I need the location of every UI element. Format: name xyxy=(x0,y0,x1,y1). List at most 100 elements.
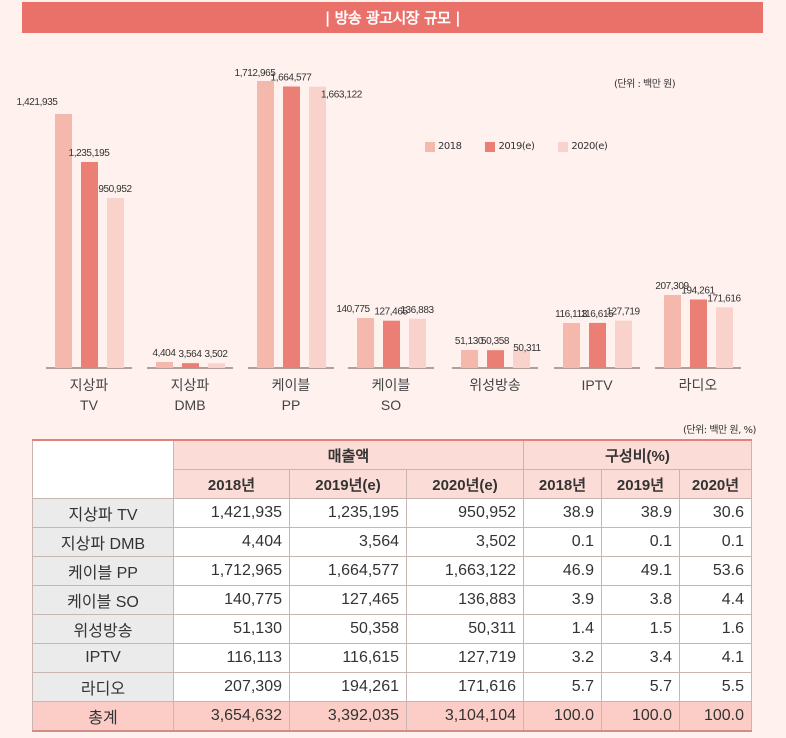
row-label: 라디오 xyxy=(32,672,174,702)
table-total-row: 총계 3,654,632 3,392,035 3,104,104 100.0 100.0 1… xyxy=(32,701,752,732)
data-label: 116,615 xyxy=(581,309,614,320)
data-label: 1,664,577 xyxy=(271,72,313,83)
category-label: DMB xyxy=(174,397,205,413)
table-cell: 1.6 xyxy=(679,614,752,644)
table-cell: 0.1 xyxy=(679,527,752,557)
category-label: SO xyxy=(381,397,401,413)
table-cell: 4.1 xyxy=(679,643,752,673)
bar-2020(e)-6 xyxy=(716,307,733,368)
table-cell: 50,311 xyxy=(406,614,524,644)
table-row: 케이블 PP 1,712,965 1,664,577 1,663,122 46.9 49.… xyxy=(32,556,752,586)
data-label: 50,311 xyxy=(513,343,541,354)
table-row: 라디오 207,309 194,261 171,616 5.7 5.7 5.5 xyxy=(32,672,752,702)
bar-2019(e)-0 xyxy=(81,162,98,368)
bar-2019(e)-6 xyxy=(690,299,707,368)
table-cell: 1,712,965 xyxy=(173,556,290,586)
legend-item-2019: 2019(e) xyxy=(485,141,535,152)
bar-2020(e)-2 xyxy=(309,86,326,368)
table-row: 지상파 TV 1,421,935 1,235,195 950,952 38.9 38.9 3… xyxy=(32,498,752,528)
bar-2018-0 xyxy=(55,114,72,368)
category-label: IPTV xyxy=(581,377,613,393)
table-cell: 3.4 xyxy=(601,643,680,673)
bar-2020(e)-3 xyxy=(409,318,426,368)
bar-2019(e)-1 xyxy=(182,363,199,368)
row-label: 지상파 TV xyxy=(32,498,174,528)
data-table: 매출액 구성비(%) 2018년 2019년(e) 2020년(e) 2018년… xyxy=(32,439,752,732)
table-year-header-row: 2018년 2019년(e) 2020년(e) 2018년 2019년 2020… xyxy=(33,469,752,499)
table-cell: 5.7 xyxy=(523,672,602,702)
data-label: 140,775 xyxy=(336,304,370,315)
col-header: 2018년 xyxy=(523,469,602,499)
row-label: 위성방송 xyxy=(32,614,174,644)
data-label: 3,564 xyxy=(178,349,202,360)
data-label: 116,113 xyxy=(555,309,588,320)
table-cell: 1,421,935 xyxy=(173,498,290,528)
data-label: 1,663,122 xyxy=(321,90,363,101)
table-cell: 100.0 xyxy=(523,701,602,732)
col-header: 2019년(e) xyxy=(289,469,407,499)
data-label: 1,712,965 xyxy=(235,68,277,79)
category-label: 지상파 xyxy=(70,377,109,393)
data-label: 1,235,195 xyxy=(69,148,111,159)
data-label: 194,261 xyxy=(681,286,715,297)
table-cell: 3,654,632 xyxy=(173,701,290,732)
data-label: 3,502 xyxy=(204,349,228,360)
bar-2020(e)-0 xyxy=(107,198,124,368)
data-label: 51,130 xyxy=(455,336,484,347)
table-cell: 1.4 xyxy=(523,614,602,644)
page-title: | 방송 광고시장 규모 | xyxy=(324,9,461,27)
bar-2020(e)-5 xyxy=(615,320,632,368)
table-cell: 0.1 xyxy=(601,527,680,557)
table-cell: 950,952 xyxy=(406,498,524,528)
legend-label-2020: 2020(e) xyxy=(571,141,608,152)
chart-legend: 2018 2019(e) 2020(e) xyxy=(425,141,631,152)
table-cell: 3,104,104 xyxy=(406,701,524,732)
category-label: 케이블 xyxy=(272,377,311,393)
bar-2018-6 xyxy=(664,295,681,368)
legend-swatch-2020 xyxy=(558,141,569,152)
col-header: 2020년(e) xyxy=(406,469,524,499)
group-header-revenue: 매출액 xyxy=(173,439,524,470)
bar-2019(e)-4 xyxy=(487,350,504,368)
legend-swatch-2019 xyxy=(485,141,496,152)
group-header-share: 구성비(%) xyxy=(523,439,752,470)
table-cell: 171,616 xyxy=(406,672,524,702)
table-corner xyxy=(32,439,174,499)
row-label: 지상파 DMB xyxy=(32,527,174,557)
table-cell: 1.5 xyxy=(601,614,680,644)
bar-chart: 1,421,935 1,235,195 950,952 지상파 TV 4,404 3,564… xyxy=(17,68,742,413)
table-cell: 127,465 xyxy=(289,585,407,615)
category-label: 라디오 xyxy=(679,377,718,393)
legend-label-2018: 2018 xyxy=(438,141,462,152)
table-cell: 127,719 xyxy=(406,643,524,673)
col-header: 2020년 xyxy=(679,469,752,499)
table-cell: 5.5 xyxy=(679,672,752,702)
table-cell: 0.1 xyxy=(523,527,602,557)
table-cell: 1,235,195 xyxy=(289,498,407,528)
table-row: 케이블 SO 140,775 127,465 136,883 3.9 3.8 4.4 xyxy=(32,585,752,615)
bar-2019(e)-2 xyxy=(283,86,300,369)
table-row: 위성방송 51,130 50,358 50,311 1.4 1.5 1.6 xyxy=(32,614,752,644)
data-label: 1,421,935 xyxy=(17,97,59,108)
table-cell: 136,883 xyxy=(406,585,524,615)
table-group-header-row: 매출액 구성비(%) xyxy=(32,439,752,499)
table-cell: 3.2 xyxy=(523,643,602,673)
data-label: 127,719 xyxy=(606,307,640,318)
table-cell: 38.9 xyxy=(601,498,680,528)
data-label: 50,358 xyxy=(481,336,510,347)
legend-swatch-2018 xyxy=(425,141,435,152)
table-cell: 50,358 xyxy=(289,614,407,644)
row-label: IPTV xyxy=(32,643,174,673)
category-label: 위성방송 xyxy=(469,377,521,393)
table-row: 지상파 DMB 4,404 3,564 3,502 0.1 0.1 0.1 xyxy=(32,527,752,557)
category-label: PP xyxy=(282,397,301,413)
table-cell: 3.8 xyxy=(601,585,680,615)
table-cell: 51,130 xyxy=(173,614,290,644)
category-label: 지상파 xyxy=(171,377,210,393)
data-label: 171,616 xyxy=(707,293,741,304)
row-label: 케이블 PP xyxy=(32,556,174,586)
table-cell: 38.9 xyxy=(523,498,602,528)
table-unit: (단위: 백만 원, %) xyxy=(683,425,756,436)
legend-label-2019: 2019(e) xyxy=(498,141,535,152)
legend-item-2020: 2020(e) xyxy=(558,141,608,152)
